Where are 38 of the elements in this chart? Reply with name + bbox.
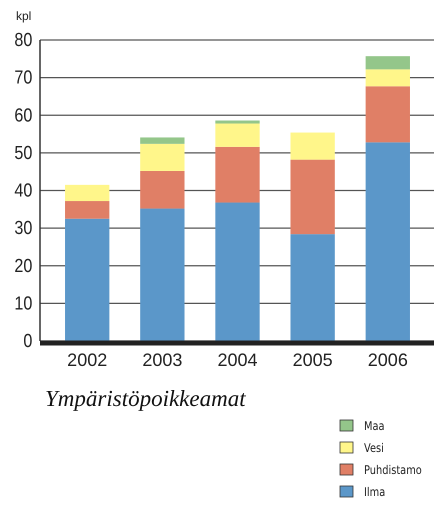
legend-label: Puhdistamo — [364, 463, 422, 478]
y-tick-label: 50 — [14, 142, 33, 164]
x-tick-label: 2002 — [67, 350, 108, 370]
bar — [215, 146, 260, 203]
bar — [65, 218, 110, 341]
bar — [140, 208, 185, 341]
y-tick-label: 10 — [14, 292, 33, 314]
bar — [65, 201, 110, 219]
y-axis-title: kpl — [16, 9, 32, 23]
y-tick-label: 80 — [14, 28, 33, 50]
legend-label: Ilma — [364, 485, 386, 500]
y-tick-label: 60 — [14, 104, 33, 126]
bar — [366, 56, 410, 70]
x-tick-label: 2003 — [142, 350, 182, 370]
bar — [366, 69, 410, 86]
bar — [65, 184, 110, 202]
y-tick-label: 70 — [14, 66, 33, 88]
bar — [215, 124, 260, 147]
y-tick-label: 20 — [14, 254, 33, 276]
bar — [215, 202, 260, 341]
bar — [366, 86, 410, 142]
bar — [140, 137, 185, 144]
legend-label: Maa — [364, 419, 385, 434]
bar — [290, 160, 335, 234]
x-tick-label: 2006 — [368, 350, 408, 370]
bar — [366, 142, 410, 341]
y-tick-label: 30 — [14, 216, 33, 239]
x-tick-label: 2004 — [217, 350, 258, 370]
bar — [290, 234, 335, 341]
legend-label: Vesi — [364, 441, 384, 456]
bar — [140, 144, 185, 171]
y-tick-label: 40 — [14, 179, 33, 201]
text: Ympäristöpoikkeamat — [45, 386, 246, 411]
y-tick-label: 0 — [23, 330, 33, 352]
x-tick-label: 2005 — [292, 350, 333, 370]
bar — [215, 120, 260, 124]
bar — [290, 132, 335, 160]
bar — [140, 170, 185, 209]
